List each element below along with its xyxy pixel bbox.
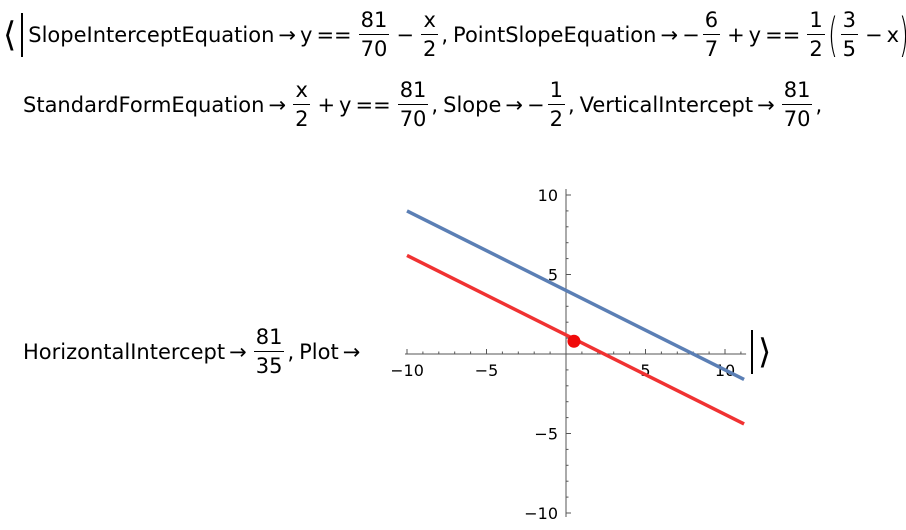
association-line-1: ⟨ SlopeInterceptEquation → y == 81 70 − … (0, 5, 906, 65)
standard-form-key: StandardFormEquation (23, 92, 265, 117)
fraction-denominator: 5 (842, 37, 857, 62)
y-tick-label: 5 (548, 266, 558, 285)
fraction: 81 70 (781, 77, 813, 132)
fraction: 1 2 (547, 77, 565, 132)
fraction-numerator: 1 (809, 7, 823, 32)
fraction-numerator: 81 (360, 7, 388, 32)
arrow: → (229, 339, 247, 364)
equals: == (316, 22, 352, 47)
fraction-denominator: 70 (399, 107, 427, 132)
fraction: 81 70 (358, 7, 390, 62)
slope-intercept-lhs: y (300, 22, 313, 47)
fraction-numerator: 1 (549, 77, 563, 102)
slope-key: Slope (443, 92, 502, 117)
comma: , (567, 92, 575, 117)
association-line-3: HorizontalIntercept → 81 35 , Plot → (23, 322, 364, 382)
x-tick-label: −10 (392, 361, 424, 380)
fraction-bar (807, 33, 825, 36)
fraction-bar (397, 103, 429, 106)
fraction-denominator: 2 (295, 107, 309, 132)
association-close: ⟩ (746, 330, 771, 374)
fraction: x 2 (420, 7, 439, 62)
association-line-2: StandardFormEquation → x 2 + y == 81 70 … (23, 75, 822, 135)
x-tick-label: 5 (640, 361, 650, 380)
standard-form-mid: y (339, 92, 352, 117)
arrow: → (660, 22, 679, 47)
fraction-numerator: 81 (783, 77, 811, 102)
point-slope-tail: x (886, 22, 900, 47)
slope-intercept-key: SlopeInterceptEquation (28, 22, 275, 47)
equals: == (765, 22, 801, 47)
minus: − (682, 22, 700, 47)
arrow: → (757, 92, 775, 117)
fraction: x 2 (293, 77, 311, 132)
fraction-numerator: 81 (255, 324, 283, 349)
comma: , (441, 22, 449, 47)
left-paren: ( (827, 8, 838, 62)
association-close-bracket: ⟩ (758, 332, 772, 372)
y-tick-label: −5 (534, 425, 558, 444)
arrow: → (342, 339, 361, 364)
fraction-bar (293, 103, 311, 106)
comma: , (815, 92, 823, 117)
fraction-denominator: 2 (422, 37, 437, 62)
fraction: 81 70 (397, 77, 429, 132)
plot-key: Plot (299, 339, 339, 364)
minus: − (396, 22, 414, 47)
fraction-denominator: 70 (360, 37, 388, 62)
plus: + (727, 22, 745, 47)
arrow: → (278, 22, 296, 47)
fraction: 3 5 (840, 7, 859, 62)
comma: , (431, 92, 439, 117)
y-tick-label: 10 (538, 186, 558, 205)
line-plot: −10−5510105−5−10 (392, 186, 747, 523)
fraction-denominator: 7 (704, 37, 719, 62)
fraction-bar (547, 103, 565, 106)
fraction-denominator: 35 (255, 354, 283, 379)
point-slope-key: PointSlopeEquation (453, 22, 657, 47)
fraction-bar (253, 350, 285, 353)
arrow: → (505, 92, 523, 117)
fraction: 1 2 (807, 7, 825, 62)
fraction-numerator: x (423, 7, 436, 32)
vertical-intercept-key: VerticalIntercept (579, 92, 754, 117)
fraction-denominator: 2 (549, 107, 563, 132)
association-close-bar (751, 330, 753, 374)
fraction-bar (358, 33, 390, 36)
y-tick-label: −10 (524, 504, 558, 523)
series-line-1 (406, 209, 745, 382)
fraction-bar (420, 33, 439, 36)
minus: − (865, 22, 883, 47)
arrow: → (268, 92, 287, 117)
horizontal-intercept-key: HorizontalIntercept (23, 339, 226, 364)
right-paren: ) (899, 12, 906, 58)
fraction-denominator: 2 (809, 37, 823, 62)
fraction-numerator: 3 (842, 7, 857, 32)
fraction-numerator: 81 (399, 77, 427, 102)
equals: == (355, 92, 391, 117)
minus: − (526, 92, 545, 117)
fraction: 81 35 (253, 324, 285, 379)
fraction-numerator: 6 (704, 7, 719, 32)
fraction-numerator: x (295, 77, 308, 102)
association-open-bracket: ⟨ (3, 15, 17, 55)
fraction-bar (840, 33, 859, 36)
association-open-bar (21, 13, 24, 57)
data-point (567, 334, 581, 348)
comma: , (287, 339, 295, 364)
x-tick-label: −5 (475, 361, 499, 380)
fraction: 6 7 (702, 7, 721, 62)
fraction-bar (781, 103, 813, 106)
fraction-bar (702, 33, 721, 36)
point-slope-mid: y (748, 22, 762, 47)
fraction-denominator: 70 (783, 107, 811, 132)
plus: + (317, 92, 336, 117)
